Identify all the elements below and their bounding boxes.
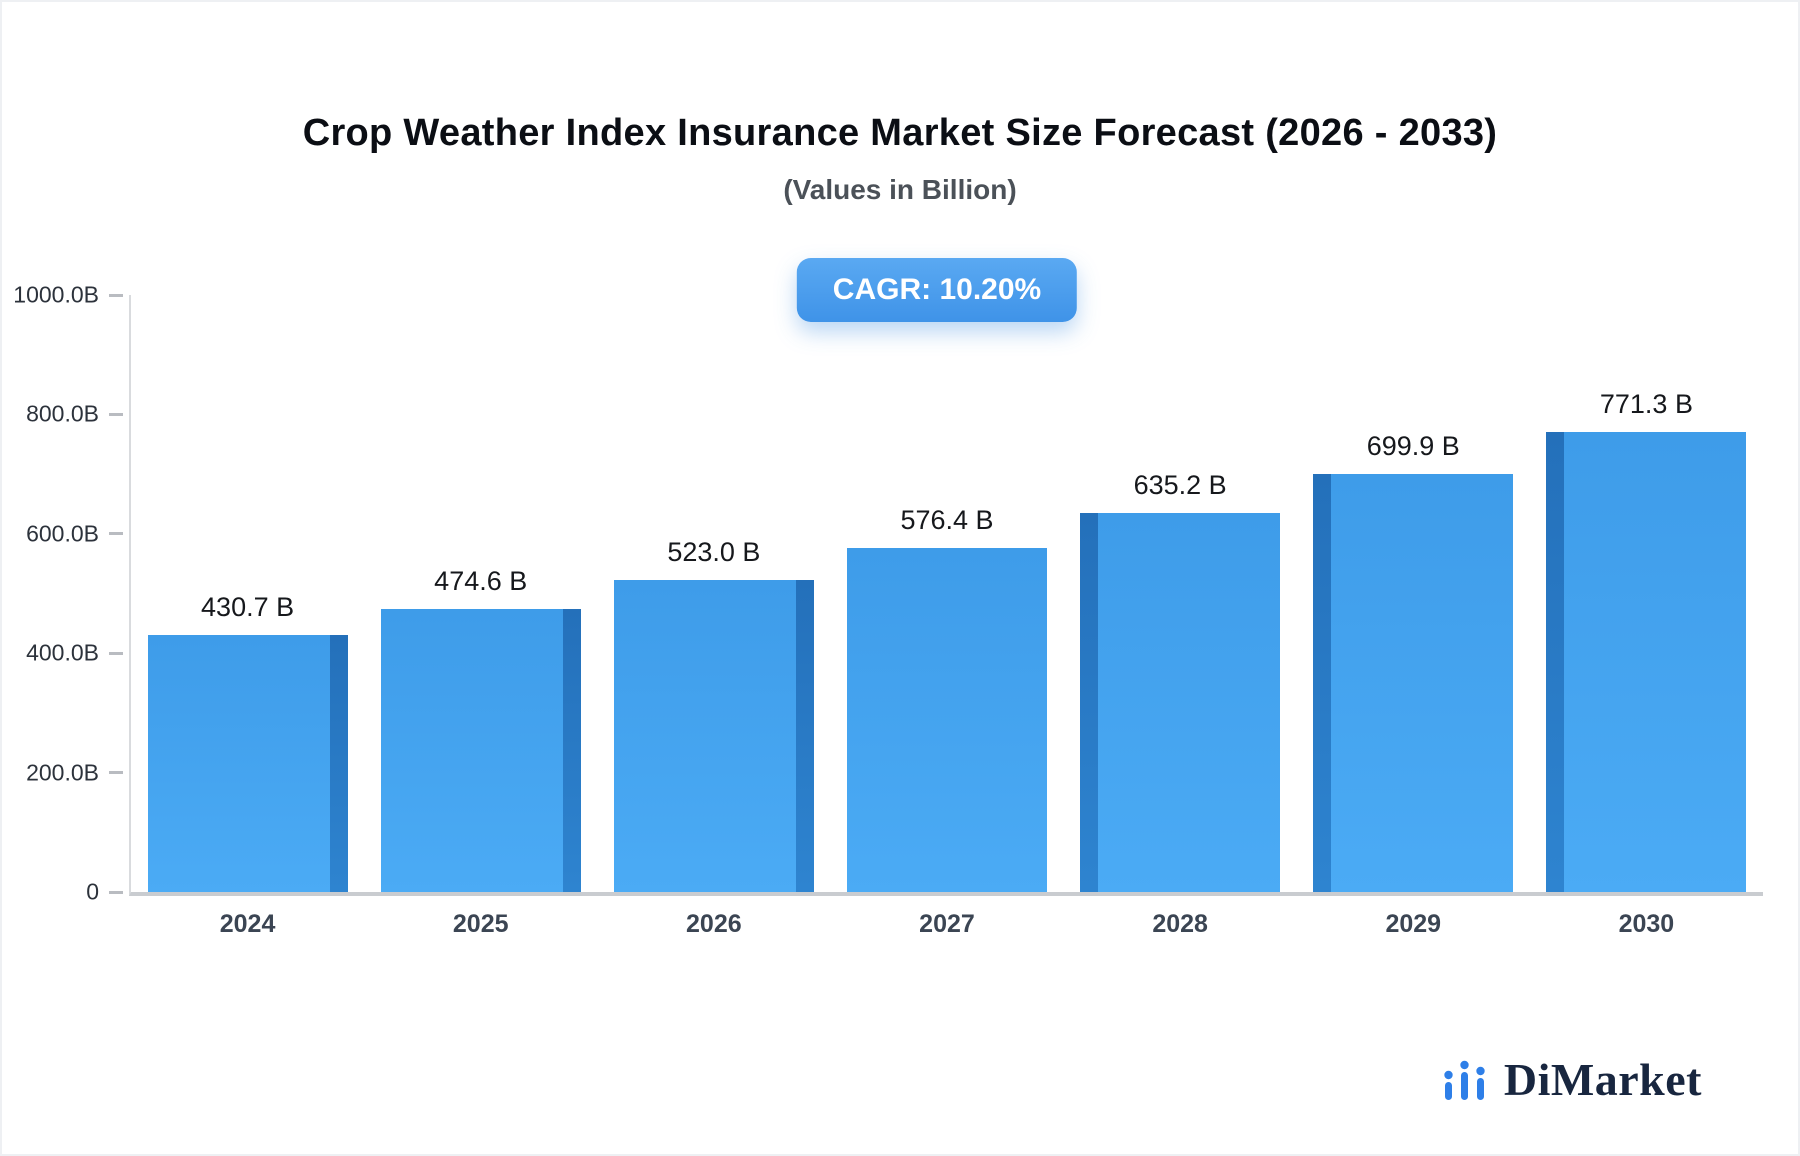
y-tick-label: 800.0B <box>26 400 99 427</box>
bar <box>380 608 581 892</box>
chart-title: Crop Weather Index Insurance Market Size… <box>302 112 1498 154</box>
x-axis-label: 2029 <box>1385 910 1442 938</box>
y-tick-mark <box>109 771 123 775</box>
bar-group: 576.4 B <box>830 295 1063 892</box>
bar-value-label: 635.2 B <box>1133 469 1227 500</box>
chart-subtitle: (Values in Billion) <box>783 174 1017 205</box>
x-axis-label: 2030 <box>1618 910 1675 938</box>
brand-logo-text: DiMarket <box>1503 1054 1702 1105</box>
y-tick-label: 0 <box>86 878 99 905</box>
bar-group: 635.2 B <box>1064 295 1297 892</box>
brand-logo: DiMarket <box>1439 1053 1702 1106</box>
y-tick-mark <box>109 293 123 297</box>
bar-group: 771.3 B <box>1530 295 1763 892</box>
x-axis-label: 2025 <box>452 910 509 938</box>
bar-value-label: 523.0 B <box>667 536 761 567</box>
y-tick-label: 600.0B <box>26 520 99 547</box>
bar-front-face <box>846 547 1047 892</box>
bar-side-face <box>562 608 581 892</box>
bar-series: 430.7 B 474.6 B 523.0 B 576.4 B 635.2 B 699.9… <box>131 295 1763 892</box>
bar-group: 430.7 B <box>131 295 364 892</box>
bar-group: 474.6 B <box>364 295 597 892</box>
bar-value-label: 699.9 B <box>1366 431 1460 462</box>
y-tick-mark <box>109 890 123 894</box>
y-tick-mark <box>109 532 123 536</box>
bar-side-face <box>795 579 814 892</box>
bar-chart-logo-icon <box>1439 1056 1491 1104</box>
bar-side-face <box>329 634 348 892</box>
y-tick-mark <box>109 651 123 655</box>
x-axis-label: 2026 <box>686 910 742 938</box>
bar <box>613 579 814 892</box>
bar-value-label: 474.6 B <box>434 565 528 596</box>
cagr-badge: CAGR: 10.20% <box>796 258 1078 322</box>
y-tick-label: 200.0B <box>26 759 99 786</box>
bar-front-face <box>1564 431 1747 892</box>
bar-side-face <box>1313 474 1332 892</box>
bar-value-label: 576.4 B <box>900 504 994 535</box>
x-axis-label: 2028 <box>1152 910 1208 938</box>
bar-side-face <box>1546 431 1565 892</box>
bar <box>1546 431 1747 892</box>
bar <box>147 634 348 892</box>
y-tick-label: 400.0B <box>26 639 99 666</box>
bar <box>1313 474 1514 892</box>
y-tick-mark <box>109 412 123 416</box>
bar-group: 699.9 B <box>1297 295 1530 892</box>
bar-front-face <box>613 579 796 892</box>
x-axis: 2024 2025 2026 2027 2028 2029 2030 <box>131 910 1763 939</box>
bar-value-label: 771.3 B <box>1599 388 1693 419</box>
bar-front-face <box>1098 512 1281 892</box>
x-axis-label: 2024 <box>219 910 276 938</box>
bar <box>846 547 1047 892</box>
bar-front-face <box>380 608 563 892</box>
bar <box>1080 512 1281 892</box>
plot-area: 1000.0B 800.0B 600.0B 400.0B 200.0B 0 430.7 B… <box>13 282 1763 938</box>
bar-front-face <box>1331 474 1514 892</box>
bar-group: 523.0 B <box>597 295 830 892</box>
bar-front-face <box>147 634 330 892</box>
y-tick-label: 1000.0B <box>13 281 99 308</box>
bar-value-label: 430.7 B <box>201 591 295 622</box>
bar-side-face <box>1080 512 1099 892</box>
x-axis-label: 2027 <box>919 910 975 938</box>
